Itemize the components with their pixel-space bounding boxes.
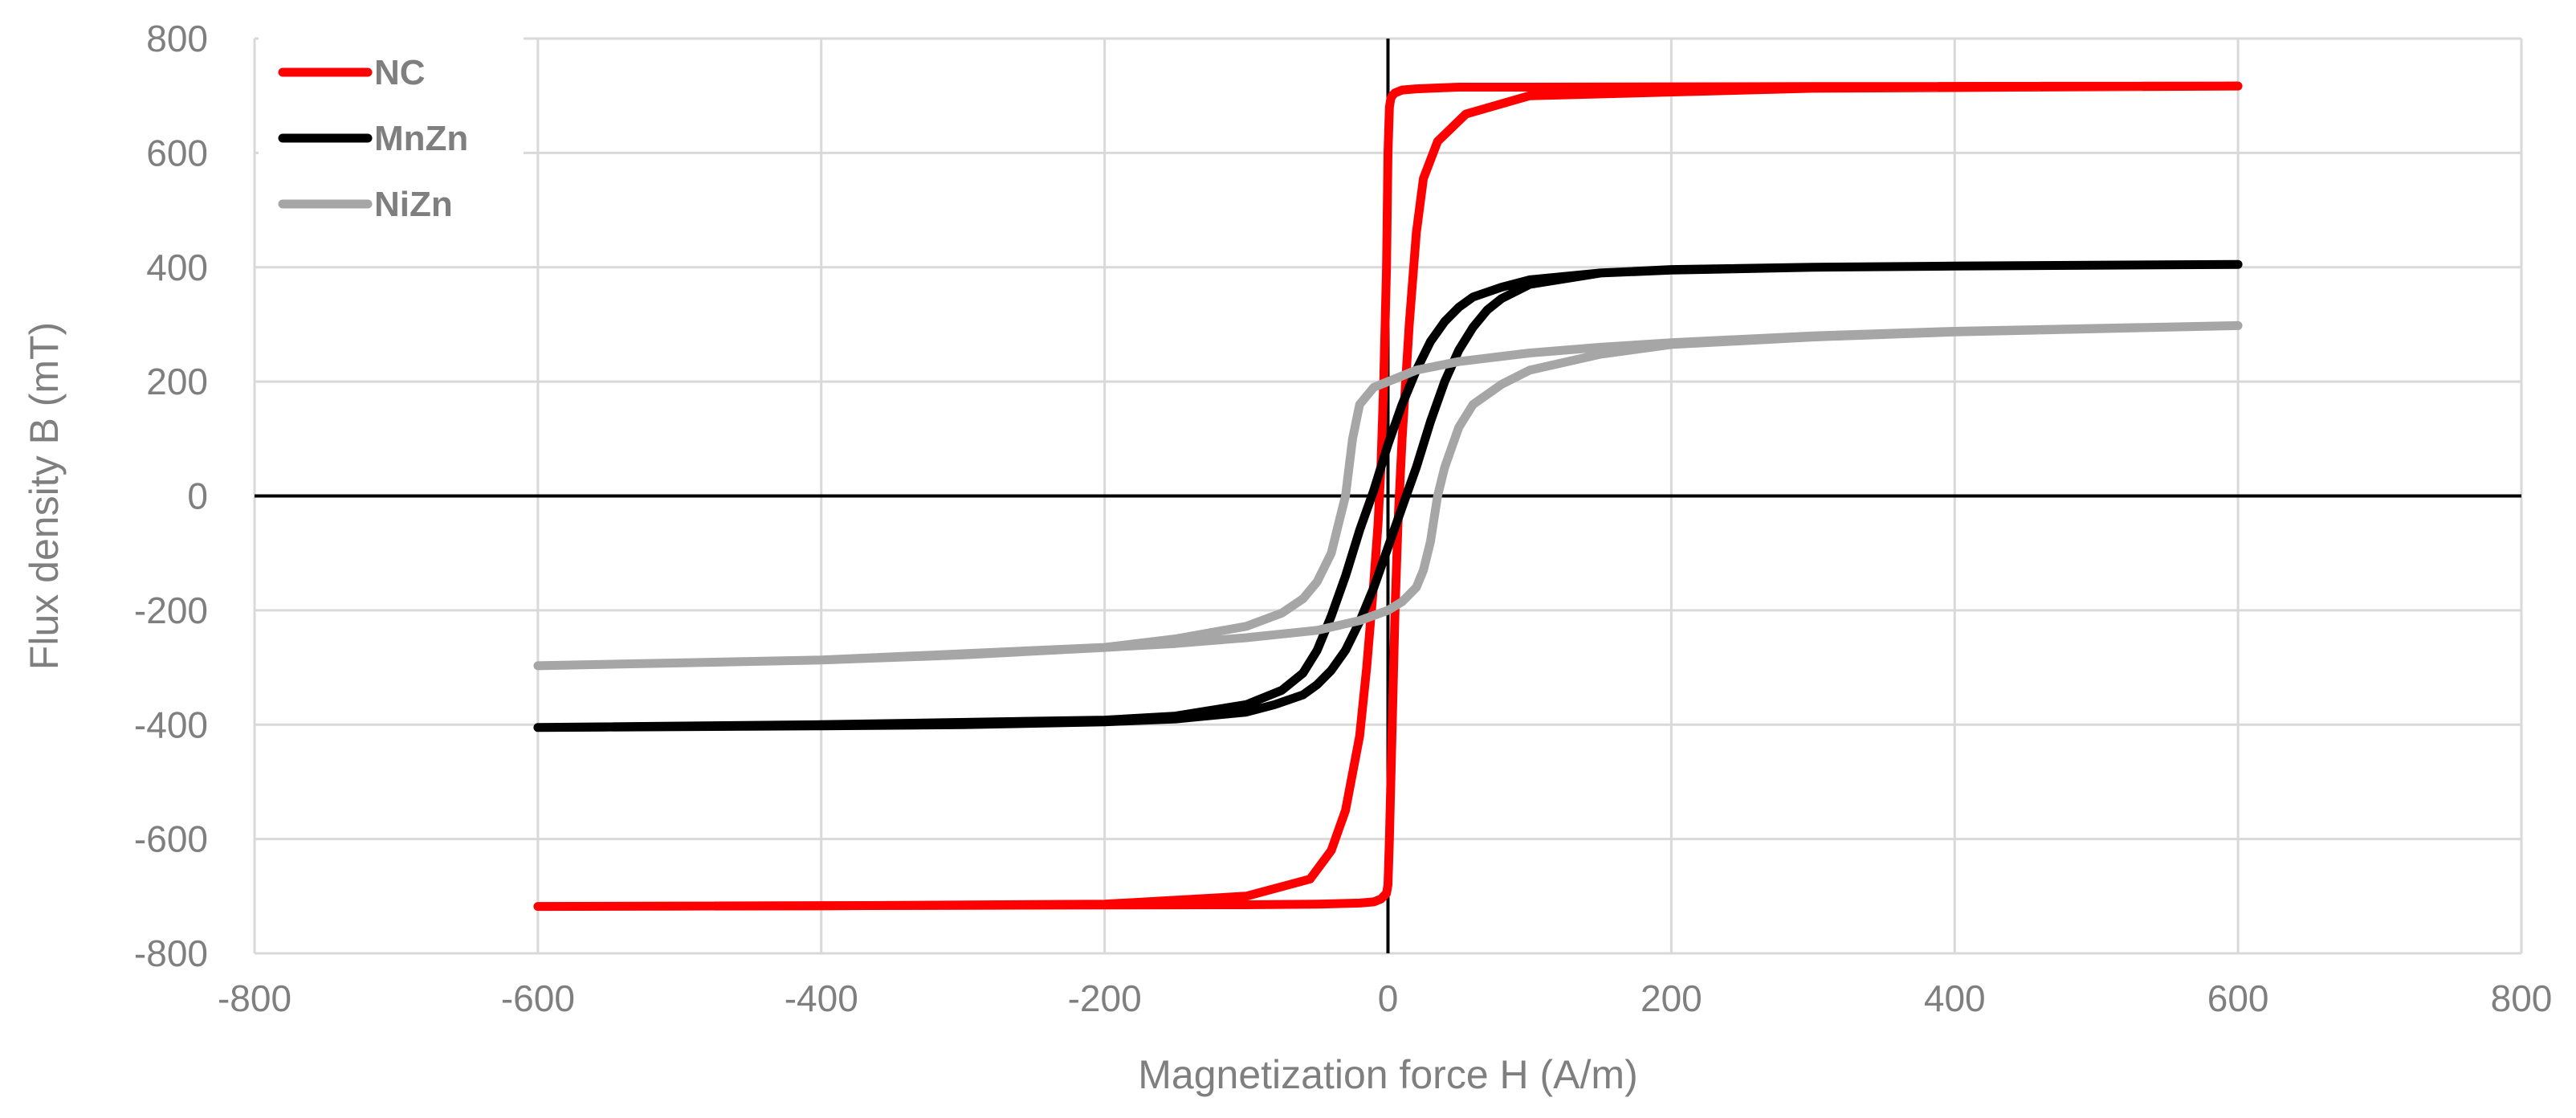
- series-nc-line: [533, 81, 2243, 912]
- x-tick-label: 200: [1641, 977, 1702, 1019]
- x-tick-label: -200: [1068, 977, 1142, 1019]
- legend-label-nizn: NiZn: [374, 185, 453, 224]
- y-tick-label: 800: [146, 18, 208, 59]
- x-tick-label: 600: [2207, 977, 2269, 1019]
- y-tick-label: -400: [134, 704, 208, 745]
- legend-label-nc: NC: [374, 53, 426, 92]
- y-tick-label: 0: [187, 475, 208, 517]
- series-nizn-line: [533, 320, 2243, 671]
- y-tick-labels: -800 -600 -400 -200 0 200 400 600 800: [134, 18, 208, 974]
- x-tick-label: -600: [501, 977, 575, 1019]
- x-tick-label: 400: [1924, 977, 1986, 1019]
- x-axis-title: Magnetization force H (A/m): [1138, 1052, 1637, 1097]
- legend: NC MnZn NiZn: [259, 31, 524, 238]
- y-tick-label: 200: [146, 361, 208, 402]
- y-tick-label: -800: [134, 932, 208, 974]
- legend-label-mnzn: MnZn: [374, 119, 468, 158]
- y-tick-label: 600: [146, 132, 208, 173]
- x-tick-label: -400: [785, 977, 858, 1019]
- series-group: [533, 81, 2243, 912]
- x-tick-labels: -800 -600 -400 -200 0 200 400 600 800: [218, 977, 2552, 1019]
- y-axis-title: Flux density B (mT): [22, 322, 67, 670]
- y-tick-label: -600: [134, 818, 208, 860]
- x-tick-label: 0: [1378, 977, 1399, 1019]
- y-tick-label: -200: [134, 590, 208, 631]
- series-mnzn-line: [533, 259, 2243, 732]
- x-tick-label: 800: [2491, 977, 2553, 1019]
- y-tick-label: 400: [146, 247, 208, 288]
- x-tick-label: -800: [218, 977, 291, 1019]
